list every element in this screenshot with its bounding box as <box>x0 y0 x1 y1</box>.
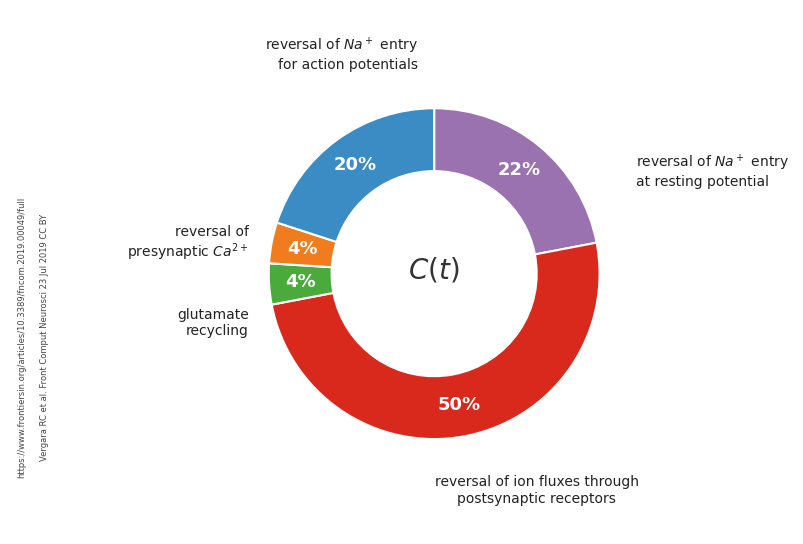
Text: 22%: 22% <box>497 162 540 180</box>
Text: 4%: 4% <box>285 273 316 291</box>
Text: https://www.frontiersin.org/articles/10.3389/fncom.2019.00049/full: https://www.frontiersin.org/articles/10.… <box>17 196 26 478</box>
Text: reversal of $Na^+$ entry
for action potentials: reversal of $Na^+$ entry for action pote… <box>264 35 417 72</box>
Text: $C(t)$: $C(t)$ <box>408 256 459 285</box>
Wedge shape <box>434 108 596 255</box>
Text: reversal of $Na^+$ entry
at resting potential: reversal of $Na^+$ entry at resting pote… <box>635 153 788 189</box>
Wedge shape <box>268 263 333 305</box>
Text: glutamate
recycling: glutamate recycling <box>177 308 249 338</box>
Wedge shape <box>269 222 336 267</box>
Wedge shape <box>276 108 434 242</box>
Text: reversal of
presynaptic $Ca^{2+}$: reversal of presynaptic $Ca^{2+}$ <box>127 225 249 263</box>
Text: Vergara RC et al. Front Comput Neurosci 23 Jul 2019 CC BY: Vergara RC et al. Front Comput Neurosci … <box>39 214 49 461</box>
Text: 4%: 4% <box>287 239 317 257</box>
Text: 20%: 20% <box>333 156 377 174</box>
Text: 50%: 50% <box>437 396 480 414</box>
Text: reversal of ion fluxes through
postsynaptic receptors: reversal of ion fluxes through postsynap… <box>434 475 638 505</box>
Wedge shape <box>271 243 599 439</box>
